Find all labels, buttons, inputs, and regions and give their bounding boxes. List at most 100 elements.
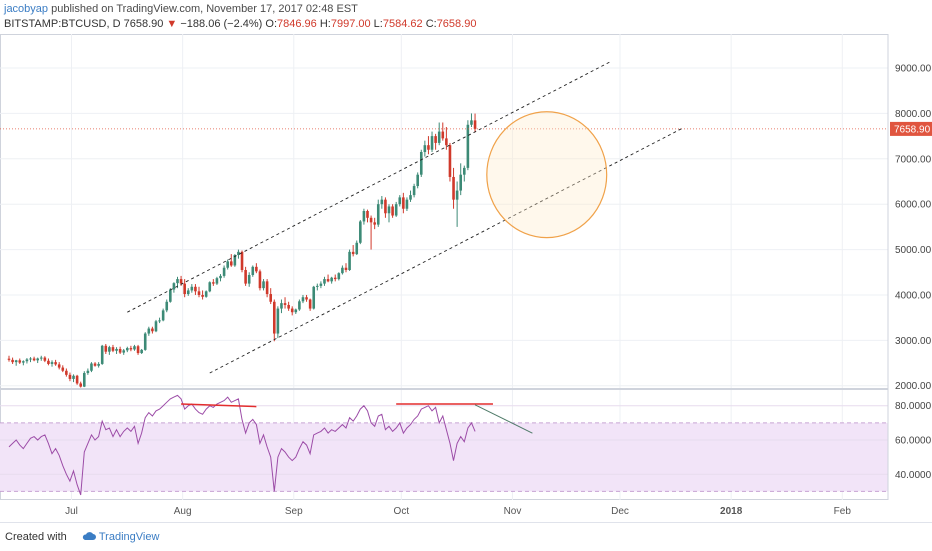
candle-body	[262, 281, 265, 289]
candle-body	[326, 279, 330, 282]
candle-body	[470, 120, 473, 125]
y-tick-label: 5000.00	[895, 245, 932, 256]
symbol-info-line: BITSTAMP:BTCUSD, D 7658.90 ▼ −188.06 (−2…	[4, 17, 476, 31]
tradingview-brand-label: TradingView	[98, 531, 160, 543]
y-tick-label: 2000.00	[895, 381, 932, 392]
candle-body	[319, 283, 323, 286]
tradingview-logo[interactable]: TradingView	[82, 531, 159, 543]
x-tick-label: 2018	[720, 506, 743, 517]
chart-area[interactable]: Jul Aug Sep Oct Nov Dec 2018 Feb 2000.00 3000.00 4…	[0, 0, 932, 522]
candle-body	[100, 345, 104, 364]
candle-body	[154, 321, 158, 332]
candle-body	[208, 282, 212, 292]
candle-body	[280, 303, 283, 309]
candle-body	[333, 277, 337, 280]
publish-header: jacobyap published on TradingView.com, N…	[4, 2, 358, 16]
candle-body	[86, 370, 90, 374]
candle-body	[462, 167, 466, 175]
candle-body	[158, 320, 161, 322]
candle-body	[290, 308, 294, 313]
candle-body	[412, 186, 416, 196]
candle-body	[97, 363, 100, 366]
candle-body	[143, 333, 147, 350]
rsi-y-tick-label: 60.0000	[895, 436, 932, 447]
candle-body	[190, 286, 194, 291]
candle-body	[151, 328, 154, 332]
upper-channel-line	[127, 60, 612, 313]
open-value: 7846.96	[277, 18, 317, 30]
candle-body	[126, 348, 129, 351]
candle-body	[18, 360, 22, 363]
rsi-pane	[0, 394, 888, 496]
candle-body	[165, 301, 169, 311]
axes: Jul Aug Sep Oct Nov Dec 2018 Feb 2000.00 3000.00 4…	[65, 34, 932, 517]
y-tick-label: 4000.00	[895, 290, 932, 301]
candle-body	[437, 131, 441, 143]
y-tick-label: 9000.00	[895, 64, 932, 75]
last-price-tag-label: 7658.90	[894, 124, 931, 135]
candle-body	[323, 279, 326, 284]
candle-body	[344, 267, 348, 270]
candle-body	[61, 367, 65, 371]
candle-body	[434, 136, 437, 143]
candle-body	[54, 362, 57, 365]
y-tick-label: 3000.00	[895, 336, 932, 347]
x-tick-label: Oct	[394, 506, 410, 517]
candle-body	[219, 275, 222, 279]
candle-body	[251, 266, 255, 275]
candle-body	[376, 204, 380, 225]
candle-body	[215, 278, 219, 284]
candle-body	[298, 301, 301, 310]
author-link[interactable]: jacobyap	[4, 3, 49, 15]
highlight-circle	[486, 111, 608, 239]
candle-body	[247, 274, 251, 284]
close-value: 7658.90	[436, 18, 477, 30]
candle-body	[305, 297, 308, 300]
candle-body	[169, 289, 172, 302]
candle-body	[222, 267, 226, 276]
y-tick-label: 8000.00	[895, 109, 932, 120]
candle-body	[380, 199, 384, 205]
candle-body	[244, 270, 247, 284]
candle-body	[255, 266, 258, 272]
candle-body	[351, 251, 355, 255]
drawing-overlays	[0, 60, 888, 434]
candle-body	[14, 360, 18, 363]
rsi-line	[8, 394, 476, 496]
candle-body	[79, 383, 82, 387]
candle-body	[341, 267, 344, 274]
candle-body	[448, 145, 452, 177]
candle-body	[118, 348, 122, 353]
rsi-band	[0, 422, 888, 492]
candles	[7, 113, 477, 388]
candle-body	[197, 291, 201, 295]
candle-body	[423, 145, 427, 152]
candle-body	[452, 176, 455, 200]
created-with-label: Created with	[5, 531, 67, 543]
candle-body	[394, 204, 398, 216]
candle-body	[136, 346, 140, 354]
open-label: O:	[265, 18, 278, 30]
candle-body	[183, 283, 186, 295]
price-pane-border	[0, 34, 889, 389]
candle-body	[111, 347, 115, 351]
candle-body	[140, 349, 143, 354]
candle-body	[373, 222, 376, 225]
candle-body	[459, 174, 463, 191]
candle-body	[445, 138, 448, 146]
candle-body	[22, 361, 25, 363]
close-label: C:	[425, 18, 437, 30]
candle-body	[258, 271, 262, 289]
y-tick-label: 7000.00	[895, 154, 932, 165]
candle-body	[359, 221, 362, 243]
candle-body	[240, 251, 244, 270]
last-price-tag	[890, 121, 932, 136]
rsi-y-tick-label: 40.0000	[895, 470, 932, 481]
candle-body	[405, 199, 409, 209]
candle-body	[25, 359, 29, 362]
x-tick-label: Sep	[285, 506, 303, 517]
candle-body	[122, 350, 126, 353]
candle-body	[473, 120, 477, 129]
candle-body	[455, 190, 459, 200]
x-tick-label: Feb	[834, 506, 852, 517]
